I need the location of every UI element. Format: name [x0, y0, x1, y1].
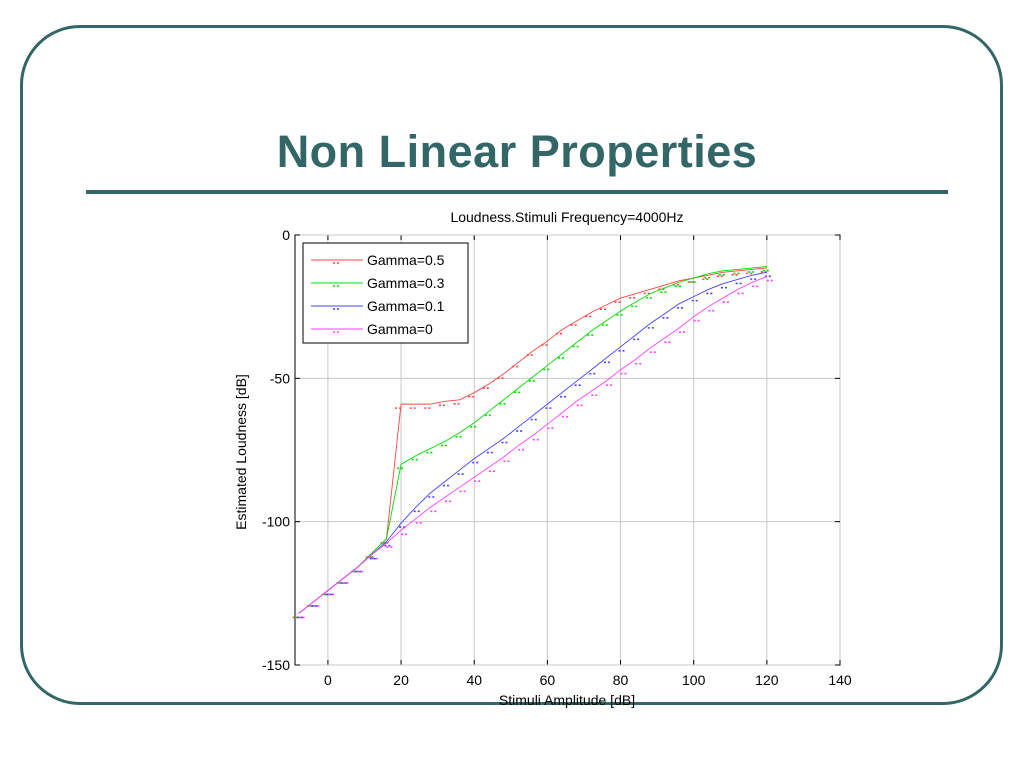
- y-tick-label: -150: [262, 657, 290, 673]
- x-tick-label: 40: [466, 672, 482, 688]
- series-layer: [292, 266, 773, 619]
- x-tick-label: 80: [613, 672, 629, 688]
- chart-title: Loudness.Stimuli Frequency=4000Hz: [450, 209, 683, 225]
- x-tick-label: 60: [540, 672, 556, 688]
- y-axis-label: Estimated Loudness [dB]: [233, 374, 249, 530]
- legend: Gamma=0.5 Gamma=0.3 Gamma=0.1 Gamma=0: [302, 242, 469, 344]
- x-tick-label: 120: [755, 672, 779, 688]
- x-tick-label: 100: [682, 672, 706, 688]
- y-tick-label: -100: [262, 514, 290, 530]
- series-line: [298, 266, 767, 614]
- legend-label: Gamma=0.3: [367, 275, 445, 291]
- slide-frame: [20, 25, 1003, 705]
- slide-title: Non Linear Properties: [276, 126, 758, 177]
- y-tick-label: -50: [270, 370, 290, 386]
- grid: [295, 234, 841, 666]
- x-tick-label: 20: [393, 672, 409, 688]
- legend-label: Gamma=0.5: [367, 252, 445, 268]
- series-line: [298, 276, 768, 614]
- tick-labels: 0 20 40 60 80 100 120 140 0 -50 -100 -150: [262, 227, 852, 688]
- x-axis-label: Stimuli Amplitude [dB]: [499, 692, 635, 708]
- series-Gamma=0: [298, 276, 773, 619]
- legend-label: Gamma=0: [367, 321, 433, 337]
- x-tick-label: 140: [828, 672, 852, 688]
- y-tick-label: 0: [282, 227, 290, 243]
- x-tick-label: 0: [324, 672, 332, 688]
- series-Gamma=0.5: [292, 267, 767, 619]
- title-rule: [86, 190, 948, 194]
- legend-label: Gamma=0.1: [367, 298, 445, 314]
